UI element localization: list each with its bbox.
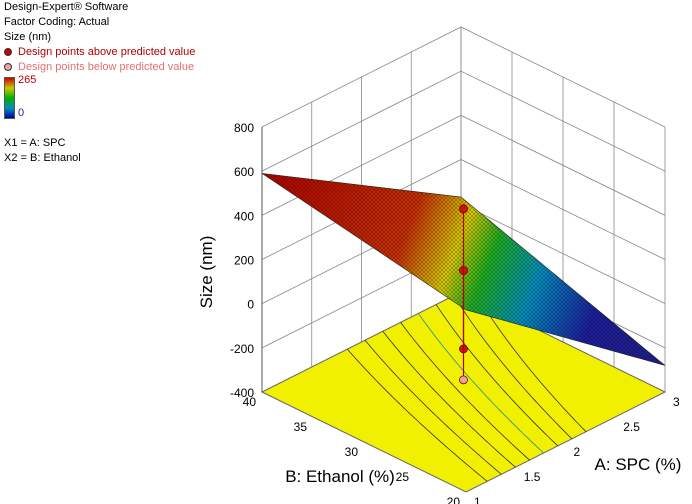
x1-label: X1 = A: SPC — [4, 137, 66, 149]
color-scale-bar — [4, 77, 15, 119]
x-tick-label: 1.5 — [524, 470, 541, 484]
below-point-icon — [4, 63, 12, 72]
scale-min-label: 0 — [18, 107, 25, 119]
color-scale: 265 0 — [4, 74, 36, 119]
variable-legend: X1 = A: SPC X2 = B: Ethanol — [4, 136, 81, 166]
above-point-icon — [4, 48, 12, 57]
y-tick-label: 30 — [345, 445, 359, 459]
contour-line — [453, 295, 573, 440]
contour-line — [480, 301, 587, 432]
contour-line — [400, 322, 530, 461]
x-tick-label: 2 — [574, 445, 581, 459]
response-label: Size (nm) — [4, 31, 52, 43]
contour-line — [382, 331, 516, 468]
z-tick-label: 400 — [234, 209, 254, 223]
z-tick-label: 200 — [234, 254, 254, 268]
legend-above: Design points above predicted value — [4, 45, 195, 60]
z-gridline — [261, 26, 666, 128]
legend-below-label: Design points below predicted value — [18, 61, 195, 73]
y-axis-label: B: Ethanol (%) — [285, 467, 395, 486]
y-tick-label: 25 — [396, 470, 410, 484]
design-points — [459, 204, 468, 385]
z-tick-label: 800 — [234, 121, 254, 135]
floor-plane — [260, 291, 667, 493]
x-tick-label: 3 — [673, 395, 680, 409]
x2-label: X2 = B: Ethanol — [4, 152, 81, 164]
design-point-above — [459, 204, 468, 214]
factor-coding-label: Factor Coding: Actual — [4, 16, 110, 28]
z-tick-label: 0 — [247, 298, 254, 312]
contour-line — [364, 339, 502, 475]
contour-line — [435, 304, 559, 447]
software-label: Design-Expert® Software — [4, 1, 129, 13]
y-tick-label: 20 — [447, 495, 461, 504]
contour-line — [418, 313, 544, 454]
contour-line — [346, 348, 488, 482]
z-gridline — [261, 70, 666, 172]
y-tick-label: 35 — [294, 420, 308, 434]
scale-max-label: 265 — [18, 74, 37, 86]
info-panel: Design-Expert® Software Factor Coding: A… — [4, 0, 195, 75]
floor-contour — [260, 291, 667, 493]
design-point-below — [459, 375, 468, 385]
axis-labels: -400 -200 0 200 400 600 800 1 1.5 2 2.5 3 20 25 30 35 40… — [197, 121, 681, 504]
z-tick-label: -200 — [230, 342, 254, 356]
x-tick-label: 1 — [474, 495, 481, 504]
y-tick-label: 40 — [243, 395, 257, 409]
z-axis-label: Size (nm) — [197, 236, 216, 309]
legend-below: Design points below predicted value — [4, 60, 195, 75]
x-axis-label: A: SPC (%) — [595, 455, 682, 474]
legend-above-label: Design points above predicted value — [18, 46, 196, 58]
z-tick-label: 600 — [234, 165, 254, 179]
x-tick-label: 2.5 — [623, 420, 640, 434]
z-tick-label: -400 — [230, 386, 254, 400]
